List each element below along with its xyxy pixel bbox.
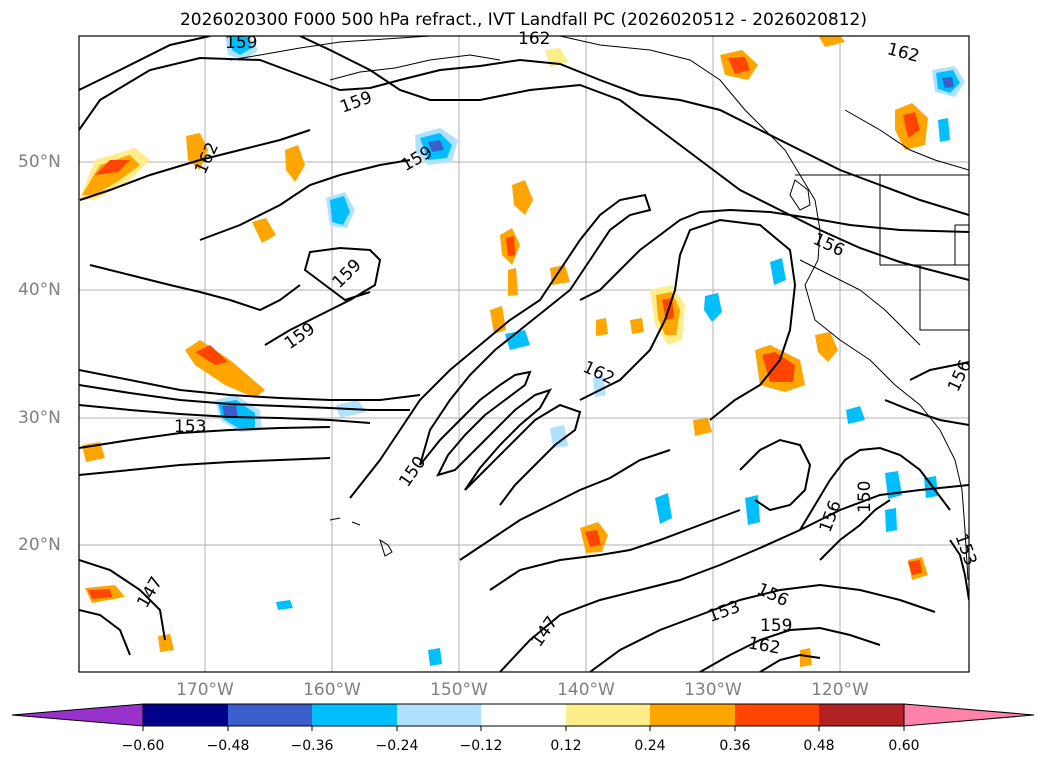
- map-frame: [78, 35, 970, 673]
- colorbar-segment: [481, 704, 566, 726]
- contour-label: 159: [337, 88, 374, 118]
- contour-label: 153: [706, 597, 743, 627]
- contour-label: 162: [747, 633, 782, 658]
- colorbar-segment: [228, 704, 312, 726]
- gridlines: [79, 36, 969, 672]
- colorbar-segment: [312, 704, 397, 726]
- contour-label: 162: [885, 39, 922, 67]
- colorbar-tick-label: 0.12: [550, 738, 582, 754]
- colorbar-tick-label: 0.48: [803, 738, 835, 754]
- contour-labels: 159 162 159 162 159 159 159 156 162 153 …: [133, 29, 980, 659]
- colorbar-tick-label: 0.60: [888, 738, 920, 754]
- colorbar-tick-label: −0.36: [290, 738, 334, 754]
- colorbar-segment: [397, 704, 481, 726]
- contour-label: 159: [281, 319, 319, 354]
- contour-label: 156: [816, 498, 846, 535]
- lon-label: 150°W: [430, 680, 488, 700]
- contour-label: 159: [760, 616, 792, 636]
- map-plot-area: [79, 36, 969, 672]
- lon-label: 130°W: [684, 680, 742, 700]
- colorbar-segment: [11, 703, 144, 727]
- colorbar-tick-label: −0.12: [459, 738, 503, 754]
- contour-label: 156: [754, 579, 792, 611]
- contour-label: 150: [855, 481, 875, 513]
- colorbar-segment: [819, 704, 904, 726]
- lon-label: 160°W: [303, 680, 361, 700]
- colorbar-segment: [903, 703, 1035, 727]
- colorbar-frame: [142, 703, 905, 727]
- lon-label: 140°W: [557, 680, 615, 700]
- refractivity-fill-patches: [79, 36, 965, 667]
- colorbar-segment: [143, 704, 228, 726]
- contour-label: 159: [329, 255, 366, 292]
- colorbar: [11, 703, 1035, 731]
- lat-label: 30°N: [18, 408, 61, 428]
- contour-label: 153: [951, 531, 981, 568]
- map-title: 2026020300 F000 500 hPa refract., IVT La…: [179, 10, 867, 30]
- lat-label: 50°N: [18, 152, 61, 172]
- lat-label: 40°N: [18, 280, 61, 300]
- lon-label: 120°W: [811, 680, 869, 700]
- colorbar-tick-label: −0.24: [375, 738, 419, 754]
- colorbar-tick-label: 0.36: [719, 738, 751, 754]
- colorbar-tick-label: 0.24: [634, 738, 666, 754]
- colorbar-tick-label: −0.48: [206, 738, 250, 754]
- contour-label: 162: [518, 29, 550, 49]
- colorbar-segment: [566, 704, 650, 726]
- lon-label: 170°W: [176, 680, 234, 700]
- colorbar-segment: [735, 704, 819, 726]
- contour-label: 147: [133, 573, 167, 611]
- contour-label: 159: [225, 33, 257, 53]
- contour-label: 156: [944, 357, 976, 395]
- colorbar-tick-label: −0.60: [121, 738, 165, 754]
- lat-label: 20°N: [18, 535, 61, 555]
- contour-lines: [79, 36, 969, 672]
- contour-label: 153: [174, 417, 206, 437]
- colorbar-segment: [650, 704, 735, 726]
- contour-label: 156: [810, 229, 848, 261]
